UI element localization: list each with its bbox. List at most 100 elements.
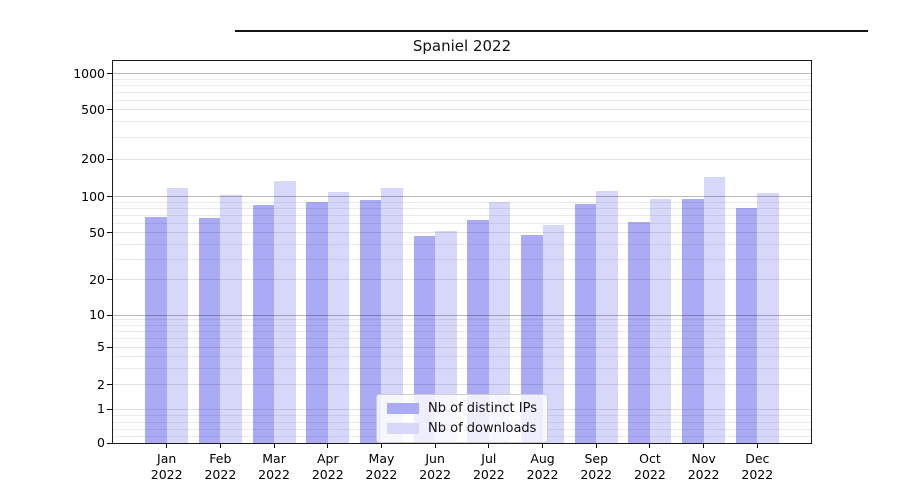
gridline-5 bbox=[113, 346, 811, 348]
x-tick-mark bbox=[649, 444, 651, 448]
bar-nb-of-distinct-ips-dec-2022 bbox=[735, 207, 758, 443]
x-tick-mark bbox=[273, 444, 275, 448]
gridline-200 bbox=[113, 158, 811, 160]
gridline-1000 bbox=[113, 73, 811, 75]
gridline-100 bbox=[113, 196, 811, 198]
y-tick-mark bbox=[107, 279, 112, 281]
gridline-10 bbox=[113, 314, 811, 316]
bar-nb-of-downloads-sep-2022 bbox=[596, 190, 618, 443]
x-tick-label-mar-2022: Mar 2022 bbox=[258, 451, 290, 482]
bar-nb-of-downloads-nov-2022 bbox=[703, 176, 726, 443]
legend-row-downloads: Nb of downloads bbox=[387, 421, 537, 436]
gridline-minor bbox=[113, 99, 811, 101]
y-tick-label-50: 50 bbox=[89, 224, 105, 240]
chart-title: Spaniel 2022 bbox=[412, 37, 512, 55]
bar-nb-of-distinct-ips-may-2022 bbox=[359, 200, 382, 443]
y-tick-label-1000: 1000 bbox=[73, 65, 105, 81]
y-tick-label-200: 200 bbox=[81, 151, 105, 167]
x-tick-label-sep-2022: Sep 2022 bbox=[580, 451, 613, 482]
gridline-minor bbox=[113, 78, 811, 80]
legend-swatch-distinct-ips-icon bbox=[387, 403, 420, 414]
x-tick-mark bbox=[703, 444, 705, 448]
gridline-minor bbox=[113, 201, 811, 203]
x-tick-label-jun-2022: Jun 2022 bbox=[419, 451, 452, 482]
x-tick-label-aug-2022: Aug 2022 bbox=[526, 451, 559, 482]
x-tick-label-apr-2022: Apr 2022 bbox=[311, 451, 344, 482]
y-tick-mark bbox=[107, 232, 112, 234]
y-tick-mark bbox=[107, 158, 112, 160]
x-tick-label-nov-2022: Nov 2022 bbox=[687, 451, 720, 482]
x-tick-mark bbox=[756, 444, 758, 448]
gridline-minor bbox=[113, 355, 811, 357]
y-tick-label-500: 500 bbox=[81, 101, 105, 117]
x-tick-label-feb-2022: Feb 2022 bbox=[204, 451, 237, 482]
bar-nb-of-distinct-ips-jul-2022 bbox=[467, 220, 489, 443]
bar-nb-of-downloads-jan-2022 bbox=[166, 188, 189, 443]
bar-nb-of-downloads-aug-2022 bbox=[542, 225, 564, 443]
gridline-minor bbox=[113, 324, 811, 326]
legend-label-downloads: Nb of downloads bbox=[428, 421, 537, 436]
y-tick-mark bbox=[107, 384, 112, 386]
y-tick-label-10: 10 bbox=[89, 307, 105, 323]
gridline-minor bbox=[113, 258, 811, 260]
bar-nb-of-downloads-jul-2022 bbox=[488, 201, 511, 443]
y-tick-mark bbox=[107, 442, 112, 444]
x-tick-mark bbox=[219, 444, 221, 448]
gridline-minor bbox=[113, 208, 811, 210]
bar-nb-of-distinct-ips-apr-2022 bbox=[306, 201, 328, 443]
x-tick-label-jan-2022: Jan 2022 bbox=[150, 451, 183, 482]
x-tick-mark bbox=[542, 444, 544, 448]
bar-nb-of-distinct-ips-jan-2022 bbox=[145, 216, 167, 443]
bar-nb-of-downloads-mar-2022 bbox=[274, 180, 296, 443]
gridline-50 bbox=[113, 232, 811, 234]
x-tick-mark bbox=[327, 444, 329, 448]
gridline-minor bbox=[113, 243, 811, 245]
x-tick-mark bbox=[166, 444, 168, 448]
y-tick-mark bbox=[107, 73, 112, 75]
gridline-20 bbox=[113, 279, 811, 281]
bar-nb-of-distinct-ips-aug-2022 bbox=[521, 234, 543, 443]
y-tick-mark bbox=[107, 314, 112, 316]
gridline-minor bbox=[113, 331, 811, 333]
horizontal-rule bbox=[235, 30, 868, 32]
bar-nb-of-downloads-oct-2022 bbox=[649, 199, 672, 443]
bar-nb-of-distinct-ips-oct-2022 bbox=[628, 221, 650, 443]
y-tick-label-100: 100 bbox=[81, 188, 105, 204]
x-tick-label-jul-2022: Jul 2022 bbox=[472, 451, 505, 482]
x-tick-label-may-2022: May 2022 bbox=[365, 451, 398, 482]
gridline-minor bbox=[113, 136, 811, 138]
gridline-minor bbox=[113, 91, 811, 93]
gridline-minor bbox=[113, 214, 811, 216]
bar-nb-of-distinct-ips-feb-2022 bbox=[198, 217, 221, 443]
y-tick-label-5: 5 bbox=[97, 339, 105, 355]
gridline-minor bbox=[113, 338, 811, 340]
y-tick-label-0: 0 bbox=[97, 435, 105, 450]
gridline-2 bbox=[113, 384, 811, 386]
bar-nb-of-distinct-ips-sep-2022 bbox=[574, 204, 597, 443]
x-tick-mark bbox=[595, 444, 597, 448]
y-tick-label-1: 1 bbox=[97, 401, 105, 416]
gridline-minor bbox=[113, 85, 811, 87]
x-tick-label-dec-2022: Dec 2022 bbox=[741, 451, 774, 482]
x-tick-mark bbox=[488, 444, 490, 448]
x-tick-label-oct-2022: Oct 2022 bbox=[634, 451, 666, 482]
x-tick-mark bbox=[380, 444, 382, 448]
y-tick-label-20: 20 bbox=[89, 271, 105, 287]
y-tick-mark bbox=[107, 408, 112, 410]
x-tick-mark bbox=[434, 444, 436, 448]
bar-nb-of-downloads-feb-2022 bbox=[220, 195, 242, 443]
bar-nb-of-downloads-may-2022 bbox=[381, 187, 403, 443]
legend-label-distinct-ips: Nb of distinct IPs bbox=[428, 401, 537, 416]
gridline-minor bbox=[113, 319, 811, 321]
y-tick-mark bbox=[107, 196, 112, 198]
gridline-minor bbox=[113, 367, 811, 369]
bar-nb-of-distinct-ips-mar-2022 bbox=[252, 205, 275, 443]
gridline-500 bbox=[113, 109, 811, 111]
y-tick-label-2: 2 bbox=[97, 376, 105, 392]
bar-nb-of-distinct-ips-jun-2022 bbox=[413, 236, 436, 443]
legend-row-distinct-ips: Nb of distinct IPs bbox=[387, 401, 537, 416]
legend-swatch-downloads-icon bbox=[387, 423, 420, 434]
y-tick-mark bbox=[107, 346, 112, 348]
